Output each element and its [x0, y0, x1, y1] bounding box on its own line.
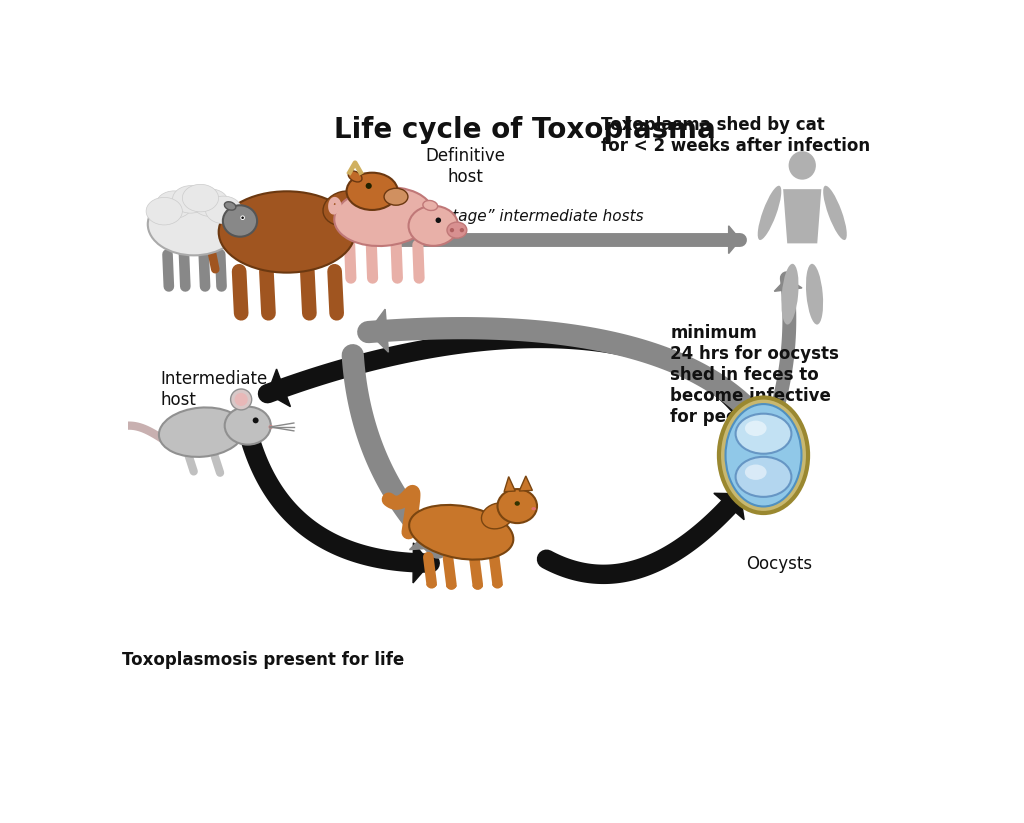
Ellipse shape [735, 457, 792, 497]
Ellipse shape [147, 193, 240, 255]
Ellipse shape [156, 191, 193, 218]
Text: Oocysts: Oocysts [745, 556, 812, 574]
Polygon shape [774, 278, 802, 291]
Ellipse shape [498, 489, 537, 523]
Ellipse shape [323, 191, 367, 226]
Ellipse shape [346, 173, 397, 210]
Text: Definitive
host: Definitive host [425, 147, 505, 186]
Ellipse shape [384, 188, 408, 205]
Ellipse shape [481, 503, 514, 529]
Ellipse shape [242, 216, 244, 219]
Polygon shape [267, 369, 291, 407]
Ellipse shape [460, 228, 464, 232]
Ellipse shape [253, 417, 259, 423]
Ellipse shape [410, 505, 513, 560]
Ellipse shape [219, 191, 355, 272]
Ellipse shape [515, 501, 520, 506]
Text: Intermediate
host: Intermediate host [161, 370, 268, 409]
Text: minimum
24 hrs for oocysts
shed in feces to
become infective
for people: minimum 24 hrs for oocysts shed in feces… [671, 324, 840, 425]
Ellipse shape [241, 216, 245, 220]
Ellipse shape [230, 389, 252, 410]
Polygon shape [714, 493, 744, 519]
Ellipse shape [446, 583, 457, 589]
Ellipse shape [719, 398, 808, 513]
Polygon shape [729, 226, 740, 253]
Ellipse shape [348, 171, 362, 182]
Ellipse shape [409, 206, 458, 246]
Ellipse shape [806, 264, 823, 324]
Ellipse shape [366, 183, 372, 189]
Ellipse shape [146, 198, 182, 225]
Text: Life cycle of Toxoplasma: Life cycle of Toxoplasma [334, 117, 716, 145]
Ellipse shape [224, 407, 270, 444]
Ellipse shape [334, 187, 433, 246]
Text: Toxoplasma shed by cat
for < 2 weeks after infection: Toxoplasma shed by cat for < 2 weeks aft… [601, 117, 869, 156]
Ellipse shape [423, 201, 437, 211]
Ellipse shape [788, 151, 816, 179]
Ellipse shape [758, 186, 781, 240]
Ellipse shape [159, 407, 245, 457]
Ellipse shape [182, 184, 218, 212]
Ellipse shape [223, 205, 257, 237]
Ellipse shape [744, 421, 767, 436]
Ellipse shape [450, 228, 454, 232]
Polygon shape [504, 477, 515, 491]
Polygon shape [369, 309, 388, 352]
Ellipse shape [735, 414, 792, 453]
Ellipse shape [426, 582, 437, 588]
Ellipse shape [206, 196, 242, 224]
Ellipse shape [472, 583, 483, 589]
Text: “End-stage” intermediate hosts: “End-stage” intermediate hosts [402, 209, 644, 224]
Ellipse shape [224, 202, 236, 210]
Polygon shape [519, 476, 532, 491]
Polygon shape [413, 543, 430, 583]
Ellipse shape [268, 425, 273, 429]
Ellipse shape [744, 464, 767, 480]
Ellipse shape [726, 404, 802, 506]
Ellipse shape [193, 189, 228, 216]
Ellipse shape [435, 217, 441, 223]
Ellipse shape [234, 393, 248, 406]
Ellipse shape [531, 507, 536, 510]
Ellipse shape [493, 582, 503, 588]
Polygon shape [410, 519, 440, 550]
Text: Toxoplasmosis present for life: Toxoplasmosis present for life [123, 651, 404, 669]
Ellipse shape [447, 222, 467, 238]
Ellipse shape [781, 264, 799, 324]
Ellipse shape [823, 186, 847, 240]
Polygon shape [783, 189, 821, 244]
Ellipse shape [172, 186, 209, 213]
